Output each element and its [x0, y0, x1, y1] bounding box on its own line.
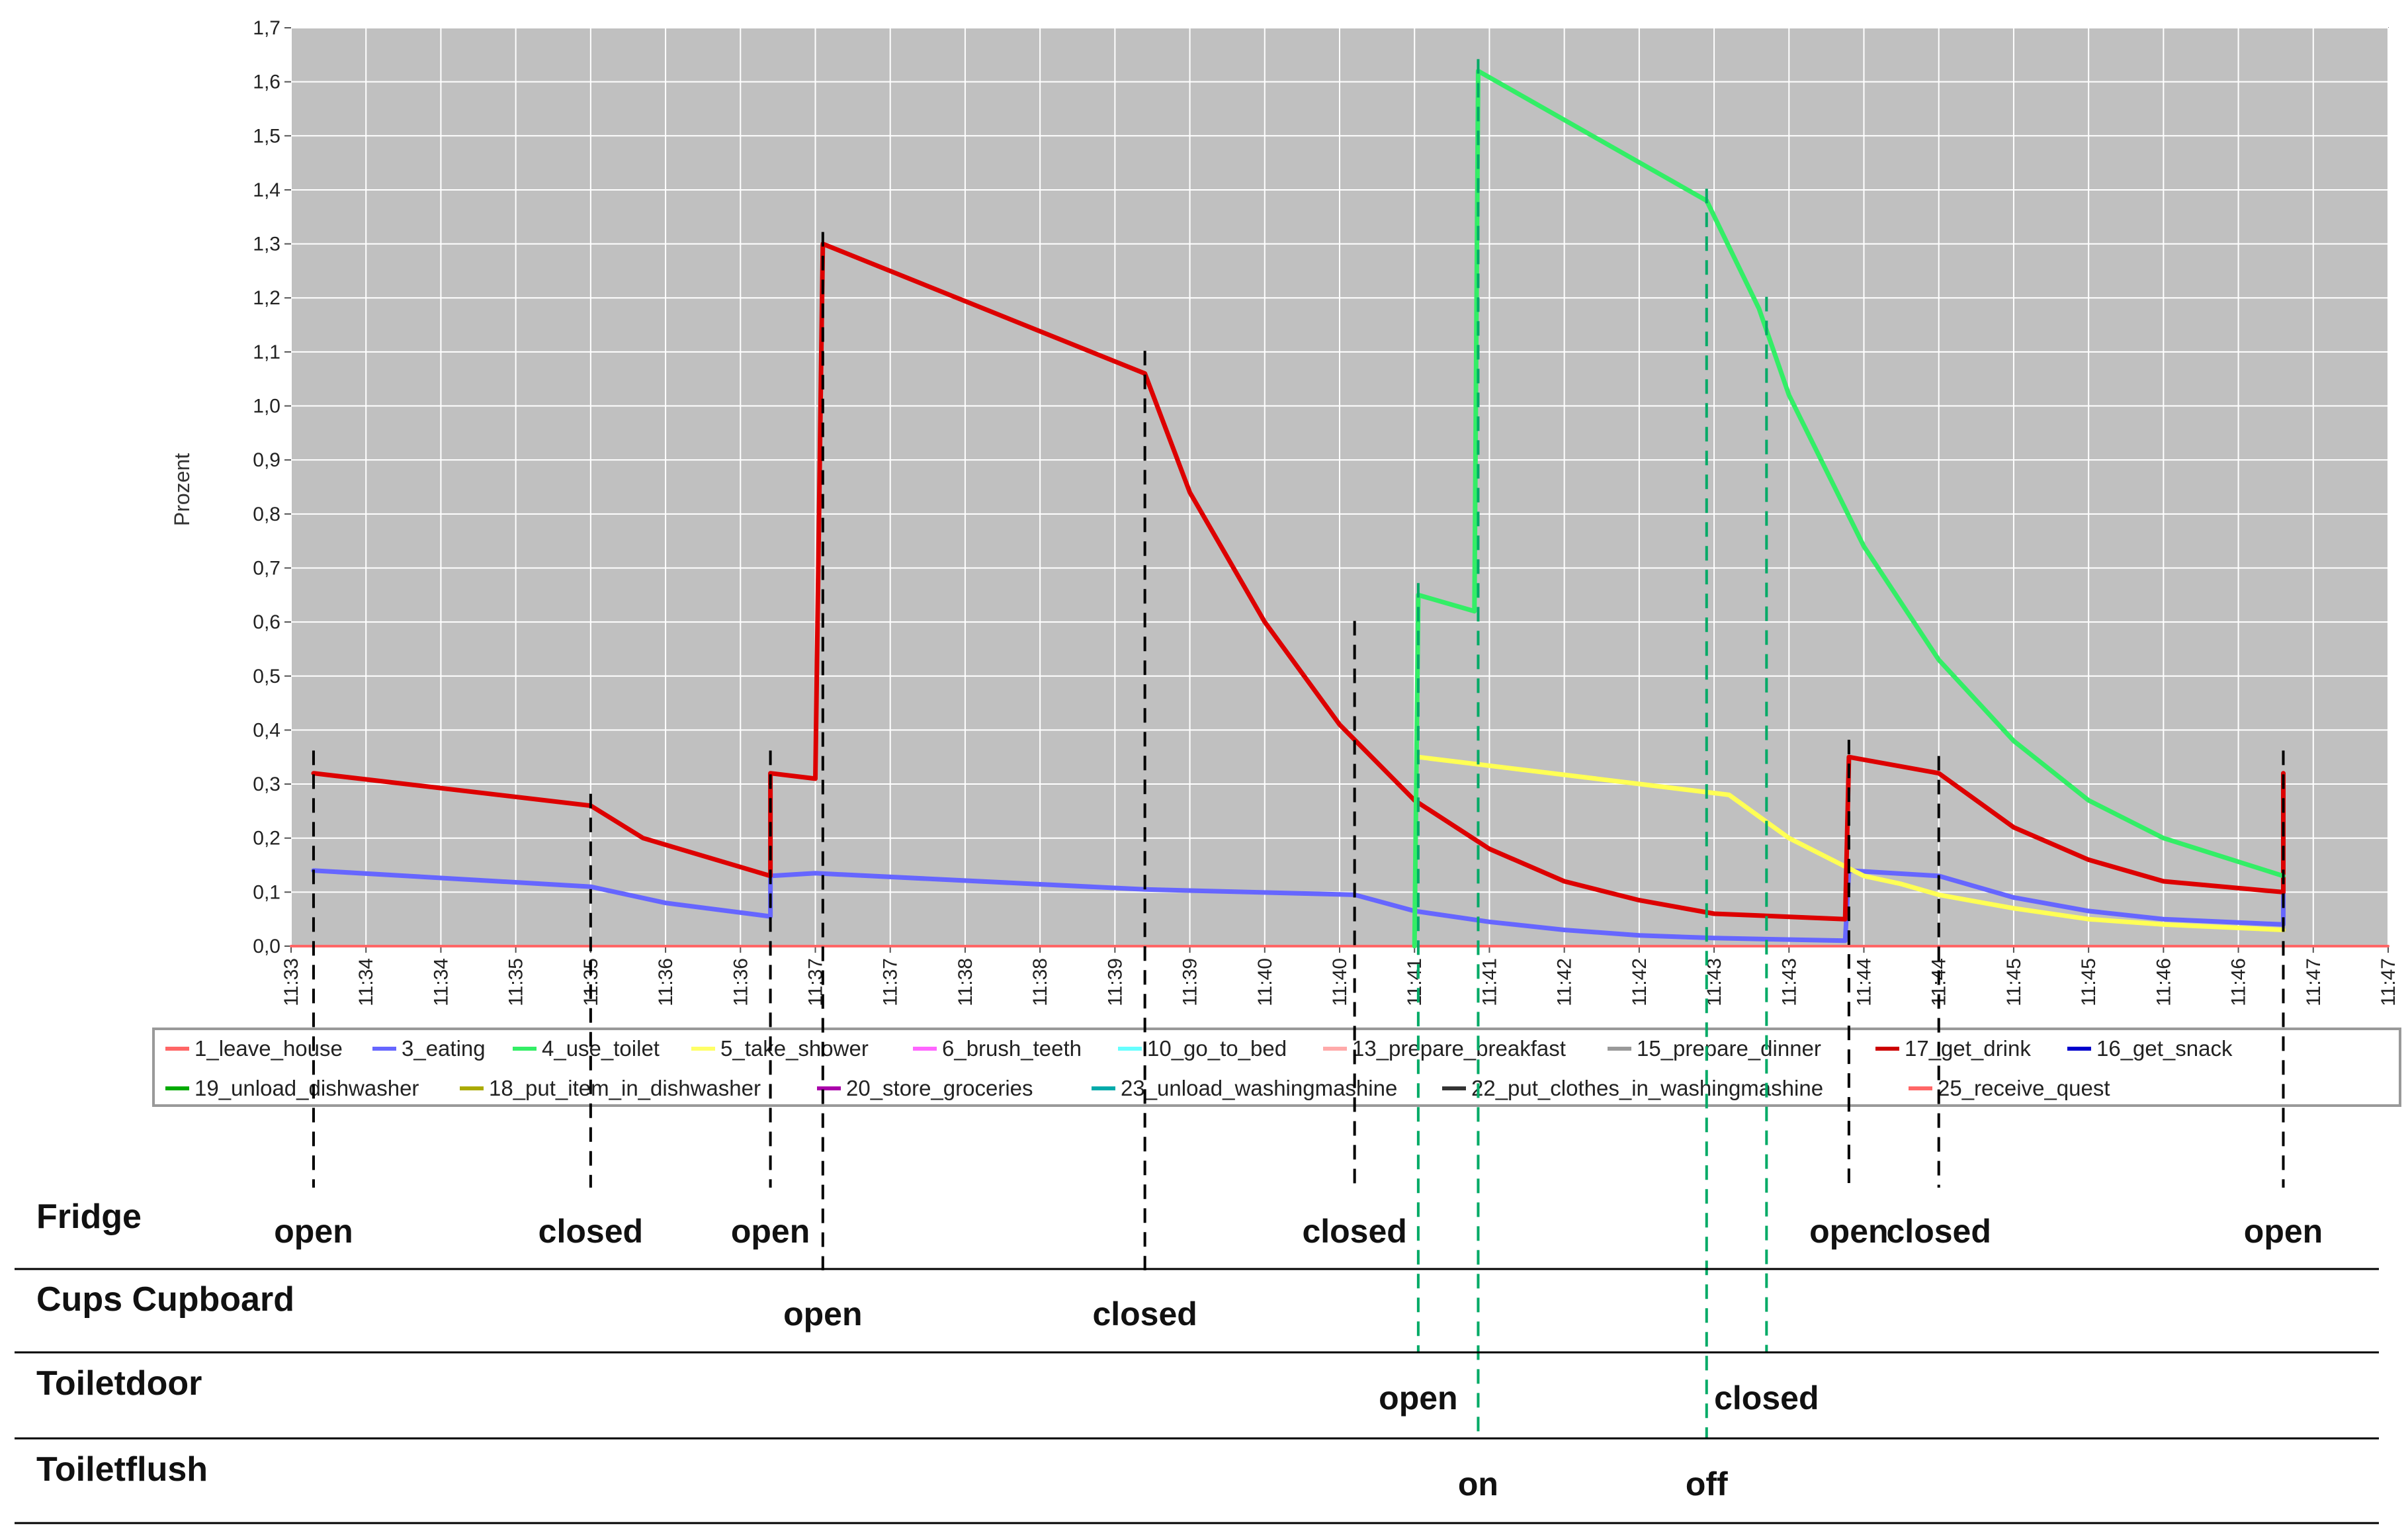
- event-table: Fridge Cups Cupboard Toiletdoor Toiletflush…: [15, 1198, 2379, 1524]
- legend-label: 23_unload_washingmashine: [1121, 1076, 1397, 1100]
- x-tick-label: 11:36: [730, 958, 752, 1006]
- x-tick-label: 11:38: [1029, 958, 1051, 1006]
- x-tick-label: 11:40: [1329, 958, 1351, 1006]
- legend-label: 5_take_shower: [720, 1036, 869, 1061]
- x-tick-label: 11:41: [1404, 958, 1426, 1006]
- x-tick-label: 11:46: [2153, 958, 2174, 1006]
- x-tick-label: 11:33: [280, 958, 302, 1006]
- legend-label: 1_leave_house: [194, 1036, 343, 1061]
- x-tick-label: 11:46: [2228, 958, 2250, 1006]
- event-state-label: closed: [1302, 1213, 1406, 1250]
- series-line-17-get-drink: [311, 241, 2286, 922]
- legend-label: 10_go_to_bed: [1147, 1036, 1287, 1061]
- series-line-4-use-toilet: [1412, 68, 2286, 949]
- row-label-toiletdoor: Toiletdoor: [36, 1364, 202, 1403]
- x-tick-label: 11:45: [2078, 958, 2100, 1006]
- row-label-cups-cupboard: Cups Cupboard: [36, 1280, 294, 1319]
- x-tick-label: 11:39: [1180, 958, 1201, 1006]
- event-marker-lines: [312, 59, 2285, 1439]
- event-state-label: on: [1458, 1466, 1498, 1503]
- y-tick-label: 0,0: [253, 936, 280, 957]
- legend-label: 6_brush_teeth: [942, 1036, 1082, 1061]
- legend-label: 4_use_toilet: [542, 1036, 660, 1061]
- y-tick-label: 0,7: [253, 557, 280, 579]
- x-tick-label: 11:35: [505, 958, 527, 1006]
- y-tick-label: 0,3: [253, 773, 280, 795]
- legend-label: 13_prepare_breakfast: [1352, 1036, 1566, 1061]
- x-tick-label: 11:43: [1778, 958, 1800, 1006]
- x-tick-label: 11:36: [655, 958, 677, 1006]
- y-tick-label: 1,4: [253, 179, 280, 201]
- x-tick-label: 11:41: [1479, 958, 1500, 1006]
- x-axis-ticks: 11:33 11:34 11:34 11:35 11:35 11:36 11:36 11:37…: [280, 946, 2399, 1006]
- x-tick-label: 11:38: [955, 958, 976, 1006]
- y-tick-label: 1,0: [253, 396, 280, 417]
- x-tick-label: 11:47: [2303, 958, 2325, 1006]
- legend-label: 17_get_drink: [1905, 1036, 2031, 1061]
- y-tick-label: 1,2: [253, 287, 280, 309]
- event-state-label: open: [783, 1295, 862, 1333]
- event-state-label: open: [1809, 1213, 1888, 1250]
- y-tick-label: 0,5: [253, 666, 280, 687]
- x-tick-label: 11:40: [1254, 958, 1276, 1006]
- x-tick-label: 11:47: [2378, 958, 2399, 1006]
- series-line-5-take-shower: [1416, 754, 2286, 932]
- x-tick-label: 11:42: [1629, 958, 1651, 1006]
- legend-box: [152, 1028, 2401, 1107]
- series-layer: [290, 68, 2389, 949]
- y-tick-label: 0,4: [253, 719, 280, 741]
- x-tick-label: 11:34: [355, 958, 377, 1006]
- event-state-label: closed: [1092, 1295, 1197, 1333]
- legend-label: 22_put_clothes_in_washingmashine: [1471, 1076, 1823, 1100]
- y-tick-label: 0,8: [253, 504, 280, 525]
- y-tick-label: 0,1: [253, 881, 280, 903]
- legend-label: 19_unload_dishwasher: [194, 1076, 419, 1100]
- legend: 1_leave_house 3_eating 4_use_toilet 5_take_…: [152, 1028, 2401, 1107]
- y-tick-label: 1,7: [253, 17, 280, 39]
- event-state-label: open: [2244, 1213, 2323, 1250]
- x-tick-label: 11:42: [1554, 958, 1576, 1006]
- y-tick-label: 0,6: [253, 611, 280, 633]
- event-state-label: open: [1379, 1380, 1457, 1417]
- legend-label: 16_get_snack: [2096, 1036, 2233, 1061]
- legend-label: 3_eating: [402, 1036, 486, 1061]
- legend-label: 20_store_groceries: [846, 1076, 1033, 1100]
- row-label-toiletflush: Toiletflush: [36, 1450, 208, 1489]
- x-tick-label: 11:34: [430, 958, 452, 1006]
- y-tick-label: 1,6: [253, 71, 280, 93]
- legend-label: 18_put_item_in_dishwasher: [489, 1076, 761, 1100]
- y-axis-ticks: 0,0 0,1 0,2 0,3 0,4 0,5 0,6 0,7 0,8 0,9 1,0 1,1 1,2 1…: [253, 17, 291, 957]
- y-tick-label: 1,3: [253, 234, 280, 255]
- y-axis-label: Prozent: [170, 453, 194, 526]
- legend-label: 15_prepare_dinner: [1637, 1036, 1821, 1061]
- event-state-label: closed: [538, 1213, 643, 1250]
- x-tick-label: 11:44: [1854, 958, 1875, 1006]
- row-label-fridge: Fridge: [36, 1198, 142, 1236]
- event-state-label: off: [1686, 1466, 1728, 1503]
- x-tick-label: 11:39: [1104, 958, 1126, 1006]
- y-tick-label: 0,9: [253, 449, 280, 471]
- event-state-label: closed: [1887, 1213, 1991, 1250]
- y-tick-label: 0,2: [253, 828, 280, 850]
- y-tick-label: 1,5: [253, 125, 280, 147]
- x-tick-label: 11:45: [2003, 958, 2025, 1006]
- y-tick-label: 1,1: [253, 341, 280, 363]
- legend-label: 25_receive_quest: [1938, 1076, 2110, 1100]
- event-state-label: closed: [1714, 1380, 1819, 1417]
- x-tick-label: 11:37: [880, 958, 902, 1006]
- event-state-label: open: [274, 1213, 353, 1250]
- plot-area-layer: [290, 27, 2389, 947]
- event-state-label: open: [731, 1213, 810, 1250]
